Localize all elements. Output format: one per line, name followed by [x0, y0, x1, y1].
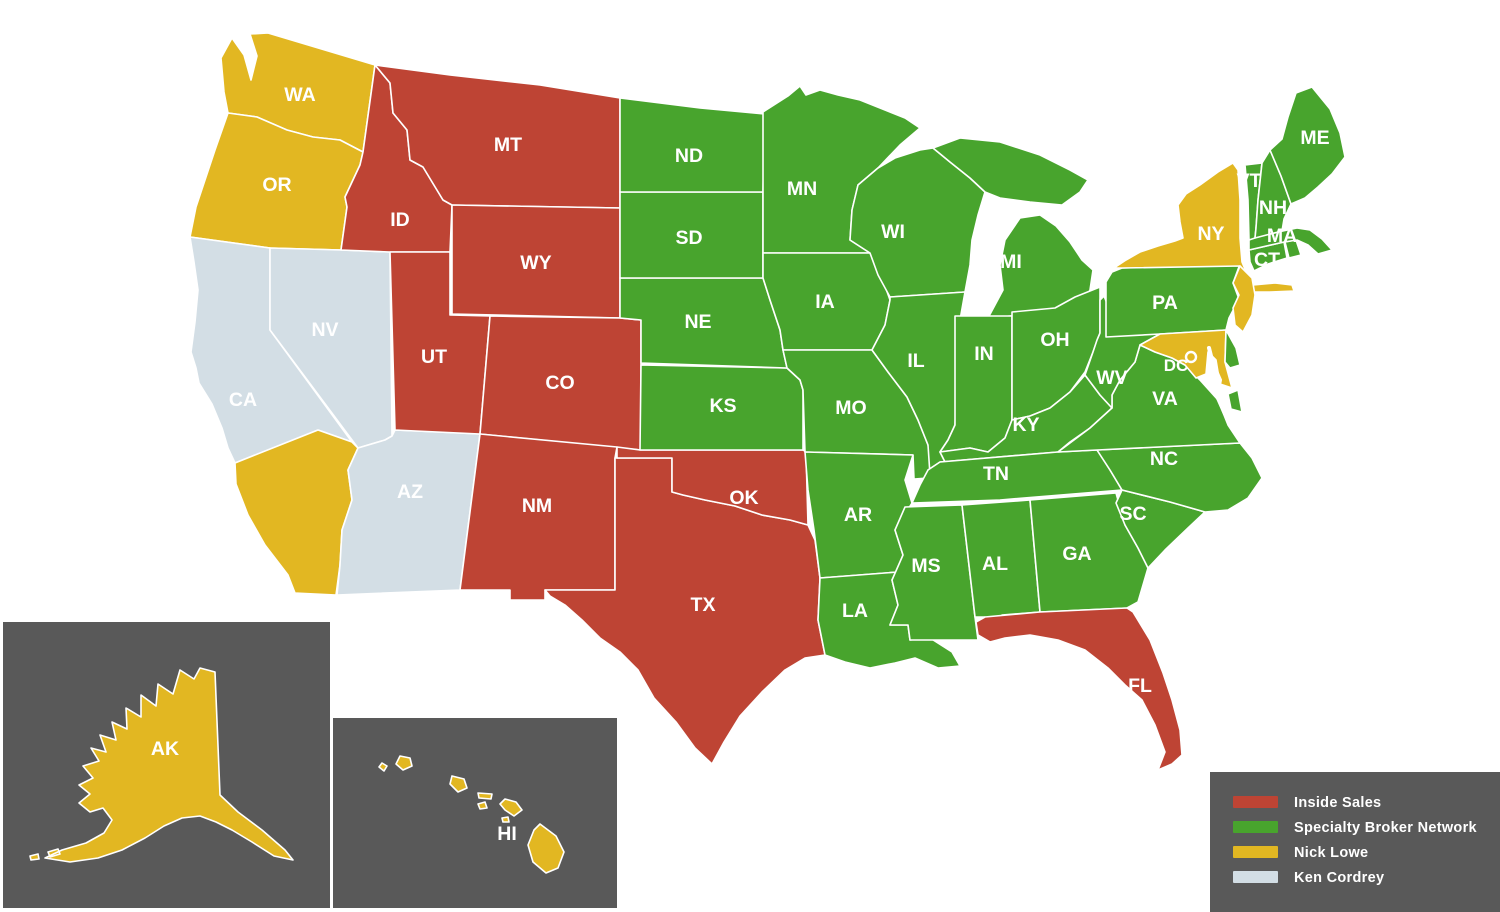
state-label-ct: CT [1254, 249, 1280, 271]
state-label-sc: SC [1119, 503, 1146, 525]
state-label-ak: AK [151, 738, 179, 760]
state-label-mo: MO [835, 397, 866, 419]
state-az[interactable] [336, 429, 481, 596]
state-label-sd: SD [675, 227, 702, 249]
state-label-ok: OK [729, 487, 758, 509]
state-de[interactable] [1224, 329, 1241, 369]
state-label-ms: MS [911, 555, 940, 577]
state-label-ga: GA [1062, 543, 1091, 565]
state-label-ne: NE [684, 311, 711, 333]
state-label-ky: KY [1012, 414, 1039, 436]
state-label-hi: HI [497, 823, 517, 845]
state-label-id: ID [390, 209, 410, 231]
state-label-mi: MI [1000, 251, 1022, 273]
water-overlays [1207, 346, 1227, 416]
state-label-dc: DC [1164, 356, 1189, 375]
state-label-az: AZ [397, 481, 423, 503]
state-label-co: CO [545, 372, 574, 394]
state-label-mn: MN [787, 178, 817, 200]
state-ny[interactable] [1113, 162, 1295, 293]
state-label-nd: ND [675, 145, 703, 167]
state-label-ca: CA [229, 389, 257, 411]
hawaii-inset-box [333, 718, 617, 908]
state-label-nh: NH [1259, 197, 1287, 219]
state-label-wi: WI [881, 221, 905, 243]
state-label-ks: KS [709, 395, 736, 417]
state-wi[interactable] [849, 147, 986, 298]
state-label-ma: MA [1267, 225, 1297, 247]
state-label-ar: AR [844, 504, 872, 526]
state-label-nv: NV [311, 319, 338, 341]
legend-swatch-nick_lowe [1233, 846, 1278, 858]
legend-label-specialty_broker_network: Specialty Broker Network [1294, 820, 1478, 836]
state-label-me: ME [1300, 127, 1329, 149]
state-label-nc: NC [1150, 448, 1178, 470]
chesapeake-bay [1207, 346, 1227, 416]
state-label-fl: FL [1128, 675, 1152, 697]
state-nm[interactable] [459, 433, 618, 601]
legend-label-nick_lowe: Nick Lowe [1294, 845, 1368, 861]
state-label-vt: VT [1237, 170, 1262, 192]
state-nc[interactable] [1096, 442, 1263, 513]
state-label-tn: TN [983, 463, 1009, 485]
state-label-la: LA [842, 600, 868, 622]
state-label-ny: NY [1197, 223, 1224, 245]
state-label-ia: IA [815, 291, 835, 313]
state-nj[interactable] [1232, 265, 1256, 333]
state-label-tx: TX [691, 594, 716, 616]
state-fl[interactable] [975, 607, 1183, 771]
state-label-al: AL [982, 553, 1008, 575]
legend-swatch-specialty_broker_network [1233, 821, 1278, 833]
state-label-wv: WV [1096, 367, 1127, 389]
state-me[interactable] [1269, 86, 1346, 205]
state-label-va: VA [1152, 388, 1178, 410]
states-layer [29, 32, 1346, 874]
state-label-wa: WA [284, 84, 315, 106]
state-label-oh: OH [1040, 329, 1069, 351]
state-label-nm: NM [522, 495, 552, 517]
state-label-mt: MT [494, 134, 522, 156]
legend-box [1210, 772, 1500, 912]
state-label-pa: PA [1152, 292, 1178, 314]
dc-marker [1184, 350, 1198, 364]
state-label-wy: WY [520, 252, 551, 274]
legend-label-ken_cordrey: Ken Cordrey [1294, 870, 1384, 886]
state-label-in: IN [974, 343, 994, 365]
state-label-or: OR [262, 174, 291, 196]
state-label-ut: UT [421, 346, 447, 368]
legend-label-inside_sales: Inside Sales [1294, 795, 1381, 811]
state-hi[interactable] [378, 755, 565, 874]
state-label-il: IL [907, 350, 924, 372]
legend: Inside Sales Specialty Broker Network Nick… [1210, 772, 1500, 912]
legend-swatch-inside_sales [1233, 796, 1278, 808]
legend-swatch-ken_cordrey [1233, 871, 1278, 883]
state-ak[interactable] [29, 667, 294, 863]
state-mt[interactable] [374, 64, 621, 209]
labels-layer: WA OR CA NV AZ ID MT WY UT CO NM TX OK KS NE SD ND MN IA MO… [151, 84, 1330, 845]
